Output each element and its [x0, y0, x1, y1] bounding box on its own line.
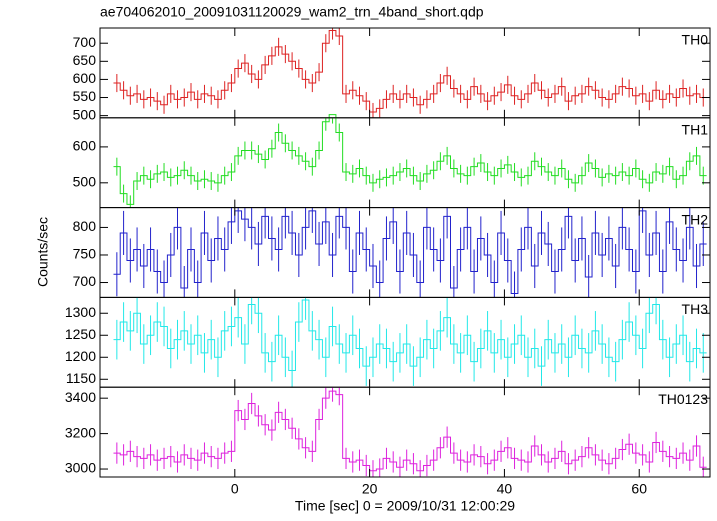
y-tick-label: 1200	[65, 348, 96, 364]
step-line	[113, 299, 707, 371]
y-tick-label: 550	[73, 88, 97, 104]
panel-label: TH0123	[658, 391, 708, 407]
y-axis-label: Counts/sec	[35, 217, 51, 287]
y-tick-label: 600	[73, 70, 97, 86]
panel-frame	[99, 27, 711, 119]
y-tick-label: 500	[73, 106, 97, 122]
y-tick-label: 1250	[65, 326, 96, 342]
panel-label: TH0	[682, 32, 709, 48]
x-tick-label: 20	[362, 481, 378, 497]
y-tick-label: 600	[73, 138, 97, 154]
y-tick-label: 650	[73, 52, 97, 68]
panel-frame	[99, 296, 711, 388]
y-tick-label: 3000	[65, 460, 96, 476]
panel-frame	[99, 117, 711, 209]
x-tick-label: 60	[631, 481, 647, 497]
panel-label: TH2	[682, 211, 709, 227]
step-line	[113, 390, 707, 472]
y-tick-label: 3200	[65, 424, 96, 440]
panel-frame	[99, 207, 711, 298]
chart-title: ae704062010_20091031120029_wam2_trn_4ban…	[100, 4, 484, 20]
x-axis-label: Time [sec] 0 = 2009/10/31 12:00:29	[295, 498, 515, 514]
panel-frame	[99, 386, 711, 478]
y-tick-label: 500	[73, 174, 97, 190]
step-line	[113, 30, 707, 113]
y-tick-label: 800	[73, 218, 97, 234]
x-tick-label: 40	[497, 481, 513, 497]
step-line	[113, 114, 707, 205]
panel-label: TH1	[682, 122, 709, 138]
y-tick-label: 700	[73, 34, 97, 50]
y-tick-label: 700	[73, 273, 97, 289]
x-tick-label: 0	[231, 481, 239, 497]
panel-label: TH3	[682, 301, 709, 317]
step-line	[113, 210, 707, 295]
y-tick-label: 1150	[66, 370, 96, 386]
y-tick-label: 750	[73, 246, 97, 262]
y-tick-label: 3400	[65, 389, 96, 405]
y-tick-label: 1300	[65, 304, 96, 320]
